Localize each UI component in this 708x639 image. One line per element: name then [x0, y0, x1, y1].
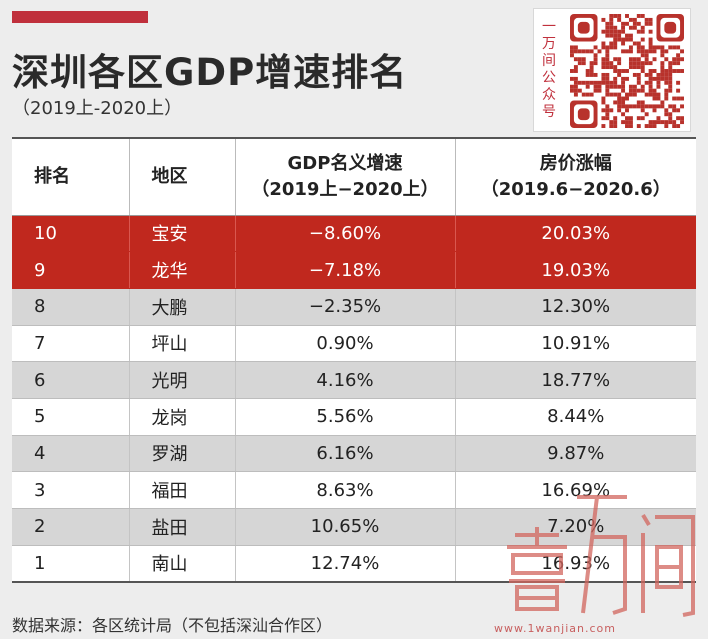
header-price-growth: 房价涨幅 （2019.6−2020.6） — [454, 137, 696, 216]
cell-rank: 3 — [12, 471, 129, 509]
cell-rank: 9 — [12, 251, 129, 289]
cell-gdp-growth: 0.90% — [234, 325, 455, 363]
table-row: 4 罗湖 6.16% 9.87% — [12, 435, 696, 473]
data-source-note: 数据来源：各区统计局（不包括深汕合作区） — [12, 616, 333, 635]
cell-gdp-growth: −2.35% — [234, 288, 455, 326]
table-row: 1 南山 12.74% 16.93% — [12, 545, 696, 583]
cell-price-growth: 12.30% — [454, 288, 696, 326]
gdp-ranking-table: 排名 地区 GDP名义增速 （2019上−2020上） 房价涨幅 （2019.6… — [12, 137, 696, 583]
qr-caption-char: 号 — [542, 104, 556, 120]
qr-caption-char: 间 — [542, 53, 556, 69]
qr-caption: 一 万 间 公 众 号 — [538, 19, 560, 121]
cell-gdp-growth: 5.56% — [234, 398, 455, 436]
page-subtitle: （2019上-2020上） — [12, 98, 183, 119]
header-district: 地区 — [128, 137, 235, 216]
cell-price-growth: 16.93% — [454, 545, 696, 583]
cell-district: 南山 — [128, 545, 235, 583]
qr-caption-char: 万 — [542, 36, 556, 52]
qr-caption-char: 公 — [542, 70, 556, 86]
cell-rank: 1 — [12, 545, 129, 583]
cell-rank: 2 — [12, 508, 129, 546]
table-body: 10 宝安 −8.60% 20.03% 9 龙华 −7.18% 19.03% 8 大鹏 −2.35%… — [12, 215, 696, 583]
watermark-url: www.1wanjian.com — [494, 622, 616, 635]
cell-price-growth: 20.03% — [454, 215, 696, 253]
cell-district: 罗湖 — [128, 435, 235, 473]
cell-price-growth: 9.87% — [454, 435, 696, 473]
qr-caption-char: 一 — [542, 19, 556, 35]
cell-district: 坪山 — [128, 325, 235, 363]
cell-district: 福田 — [128, 471, 235, 509]
cell-district: 盐田 — [128, 508, 235, 546]
table-row: 6 光明 4.16% 18.77% — [12, 361, 696, 399]
qr-code-panel: 一 万 间 公 众 号 — [533, 8, 691, 132]
cell-price-growth: 7.20% — [454, 508, 696, 546]
cell-price-growth: 16.69% — [454, 471, 696, 509]
page-title: 深圳各区GDP增速排名 — [12, 51, 408, 94]
cell-district: 龙岗 — [128, 398, 235, 436]
cell-gdp-growth: 10.65% — [234, 508, 455, 546]
cell-gdp-growth: −8.60% — [234, 215, 455, 253]
table-row: 10 宝安 −8.60% 20.03% — [12, 215, 696, 253]
cell-rank: 10 — [12, 215, 129, 253]
cell-rank: 5 — [12, 398, 129, 436]
cell-gdp-growth: 8.63% — [234, 471, 455, 509]
table-row: 3 福田 8.63% 16.69% — [12, 471, 696, 509]
table-row: 8 大鹏 −2.35% 12.30% — [12, 288, 696, 326]
cell-gdp-growth: −7.18% — [234, 251, 455, 289]
header-gdp-title: GDP名义增速 — [287, 152, 403, 174]
header-gdp-growth: GDP名义增速 （2019上−2020上） — [234, 137, 455, 216]
cell-price-growth: 10.91% — [454, 325, 696, 363]
qr-code-image — [570, 14, 684, 128]
header-gdp-period: （2019上−2020上） — [251, 178, 439, 200]
cell-gdp-growth: 12.74% — [234, 545, 455, 583]
cell-rank: 8 — [12, 288, 129, 326]
cell-rank: 6 — [12, 361, 129, 399]
cell-price-growth: 18.77% — [454, 361, 696, 399]
cell-price-growth: 19.03% — [454, 251, 696, 289]
table-row: 2 盐田 10.65% 7.20% — [12, 508, 696, 546]
cell-price-growth: 8.44% — [454, 398, 696, 436]
table-row: 7 坪山 0.90% 10.91% — [12, 325, 696, 363]
header-rank: 排名 — [12, 137, 129, 216]
accent-bar — [12, 11, 148, 23]
table-header-row: 排名 地区 GDP名义增速 （2019上−2020上） 房价涨幅 （2019.6… — [12, 137, 696, 216]
cell-district: 龙华 — [128, 251, 235, 289]
cell-district: 大鹏 — [128, 288, 235, 326]
table-row: 5 龙岗 5.56% 8.44% — [12, 398, 696, 436]
qr-caption-char: 众 — [542, 87, 556, 103]
table-row: 9 龙华 −7.18% 19.03% — [12, 251, 696, 289]
cell-rank: 4 — [12, 435, 129, 473]
cell-rank: 7 — [12, 325, 129, 363]
cell-gdp-growth: 6.16% — [234, 435, 455, 473]
header-price-period: （2019.6−2020.6） — [480, 178, 671, 200]
header-price-title: 房价涨幅 — [539, 152, 612, 174]
cell-gdp-growth: 4.16% — [234, 361, 455, 399]
cell-district: 光明 — [128, 361, 235, 399]
cell-district: 宝安 — [128, 215, 235, 253]
